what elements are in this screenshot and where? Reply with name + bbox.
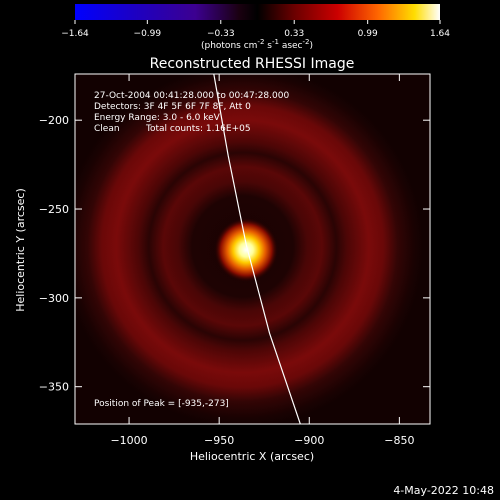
- time-range-text: 27-Oct-2004 00:41:28.000 to 00:47:28.000: [94, 91, 289, 101]
- annotation-block: 27-Oct-2004 00:41:28.000 to 00:47:28.000…: [94, 91, 289, 409]
- detectors-text: Detectors: 3F 4F 5F 6F 7F 8F, Att 0: [94, 102, 251, 112]
- colorbar-ticks: −1.64 −0.99 −0.33 0.33 0.99 1.64: [61, 20, 450, 39]
- peak-position-text: Position of Peak = [-935,-273]: [94, 399, 229, 409]
- x-axis-ticks: −1000 −950 −900 −850: [110, 74, 414, 447]
- colorbar-tick-label: −0.33: [207, 29, 235, 39]
- y-tick-label: −300: [39, 292, 69, 305]
- colorbar-tick-label: 1.64: [430, 29, 450, 39]
- y-axis-ticks: −200 −250 −300 −350: [39, 114, 430, 394]
- colorbar: [75, 4, 440, 20]
- y-tick-label: −200: [39, 114, 69, 127]
- x-axis-label: Heliocentric X (arcsec): [190, 450, 314, 463]
- solar-limb-line: [213, 74, 301, 424]
- colorbar-tick-label: −0.99: [134, 29, 162, 39]
- hxr-source: [75, 74, 430, 424]
- clean-text: Clean: [94, 124, 120, 134]
- x-tick-label: −850: [384, 434, 414, 447]
- image-area: [75, 74, 430, 424]
- x-tick-label: −900: [294, 434, 324, 447]
- colorbar-tick-label: 0.33: [284, 29, 304, 39]
- colorbar-tick-label: 0.99: [358, 29, 378, 39]
- y-tick-label: −250: [39, 203, 69, 216]
- footer-date: 4-May-2022 10:48: [393, 484, 494, 497]
- x-tick-label: −950: [204, 434, 234, 447]
- colorbar-units-label: (photons cm-2 s-1 asec-2): [201, 38, 313, 51]
- y-axis-label: Heliocentric Y (arcsec): [14, 188, 27, 312]
- colorbar-tick-label: −1.64: [61, 29, 89, 39]
- plot-frame: [74, 73, 431, 425]
- y-tick-label: −350: [39, 381, 69, 394]
- total-counts-text: Total counts: 1.16E+05: [145, 124, 251, 134]
- energy-range-text: Energy Range: 3.0 - 6.0 keV: [94, 113, 221, 123]
- x-tick-label: −1000: [110, 434, 147, 447]
- chart-title: Reconstructed RHESSI Image: [150, 56, 355, 72]
